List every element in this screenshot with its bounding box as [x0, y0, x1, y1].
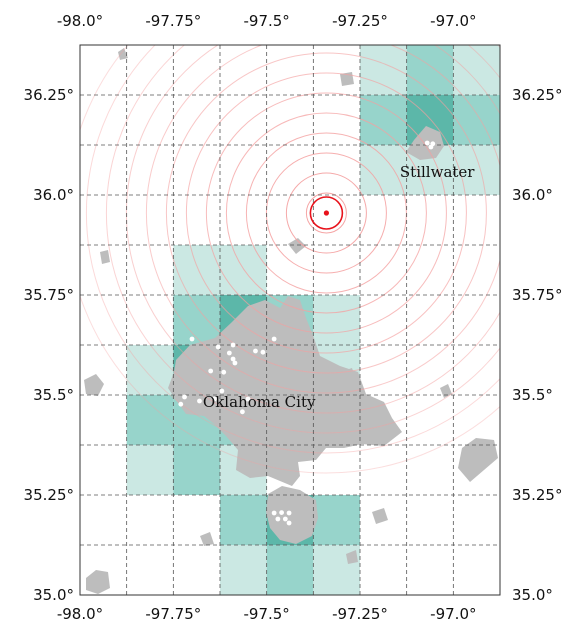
- right-tick-label: 36.25°: [512, 86, 562, 104]
- right-tick-label: 35.75°: [512, 286, 562, 304]
- station-marker: [253, 348, 258, 354]
- station-marker: [245, 396, 251, 402]
- top-tick-label: -97.75°: [145, 12, 201, 30]
- right-tick-label: 35.0°: [512, 586, 553, 604]
- station-marker: [286, 520, 292, 526]
- top-tick-label: -98.0°: [57, 12, 103, 30]
- grid-cell: [126, 395, 174, 445]
- station-marker: [215, 344, 221, 350]
- left-tick-label: 36.0°: [33, 186, 74, 204]
- distance-ring: [165, 52, 487, 374]
- station-marker: [182, 394, 187, 400]
- station-marker: [219, 388, 225, 394]
- station-marker: [279, 510, 284, 515]
- distance-ring: [105, 45, 500, 434]
- axis-ticks-layer: -98.0° -98.0° -97.75° -97.75° -97.5° -97.5° -9…: [24, 12, 563, 623]
- grid-cell: [453, 145, 500, 195]
- station-marker: [260, 349, 266, 355]
- top-tick-label: -97.25°: [332, 12, 388, 30]
- right-tick-label: 36.0°: [512, 186, 553, 204]
- bottom-tick-label: -97.0°: [430, 605, 476, 623]
- distance-ring: [205, 92, 447, 334]
- distance-ring: [80, 45, 500, 474]
- grid-cell: [453, 95, 500, 145]
- se2-urban-area: [346, 550, 358, 564]
- left-tick-label: 36.25°: [24, 86, 74, 104]
- ne-urban-area: [288, 238, 306, 254]
- norman-urban-area: [266, 486, 318, 544]
- east-urban-area: [458, 438, 498, 482]
- urban-areas-layer: [84, 48, 498, 594]
- top-tick-label: -97.0°: [430, 12, 476, 30]
- right-tick-label: 35.5°: [512, 386, 553, 404]
- s-urban-area: [200, 532, 214, 546]
- station-marker: [208, 368, 214, 374]
- grid-cell: [220, 495, 267, 545]
- grid-cell: [313, 495, 360, 545]
- grid-cell: [220, 545, 267, 595]
- station-marker: [230, 356, 236, 362]
- grid-cell: [360, 45, 407, 95]
- bottom-tick-label: -97.75°: [145, 605, 201, 623]
- grid-cell: [360, 95, 407, 145]
- station-marker: [275, 516, 281, 522]
- bottom-tick-label: -98.0°: [57, 605, 103, 623]
- grid-cell: [406, 45, 454, 95]
- w2-urban-area: [100, 250, 110, 264]
- se-urban-area: [372, 508, 388, 524]
- bottom-tick-label: -97.5°: [244, 605, 290, 623]
- distance-ring: [185, 72, 467, 354]
- station-marker: [230, 342, 236, 348]
- station-marker: [430, 141, 436, 147]
- station-marker: [178, 401, 184, 407]
- grid-cell: [126, 445, 174, 495]
- sw-urban-area: [86, 570, 110, 594]
- nw-urban-area: [118, 48, 128, 60]
- epicenter-circle: [309, 196, 344, 230]
- epicenter-layer: [309, 196, 344, 230]
- okc-urban-area: [168, 296, 402, 486]
- left-tick-label: 35.75°: [24, 286, 74, 304]
- distance-ring: [145, 45, 500, 394]
- station-marker: [197, 398, 202, 404]
- w-urban-area: [84, 374, 104, 396]
- city-label: Stillwater: [400, 163, 475, 181]
- distance-ring: [225, 112, 427, 314]
- station-marker: [271, 336, 277, 342]
- grid-cell: [173, 245, 220, 295]
- grid-cell: [266, 545, 314, 595]
- grid-cell: [453, 45, 500, 95]
- city-label: Oklahoma City: [203, 393, 316, 411]
- left-tick-label: 35.5°: [33, 386, 74, 404]
- station-marker: [226, 350, 232, 356]
- grid-cell: [313, 295, 360, 345]
- epicenter-dot: [323, 210, 329, 216]
- station-marker: [240, 409, 245, 415]
- e-urban-area: [440, 384, 452, 398]
- station-marker: [189, 336, 195, 342]
- gridlines-layer: [80, 45, 500, 595]
- stations-layer: [178, 140, 436, 526]
- station-marker: [286, 510, 292, 516]
- station-marker: [232, 360, 238, 366]
- grid-cell: [126, 345, 174, 395]
- distance-ring: [305, 192, 347, 234]
- grid-cell: [173, 445, 220, 495]
- top-tick-label: -97.5°: [244, 12, 290, 30]
- left-tick-label: 35.0°: [33, 586, 74, 604]
- station-marker: [424, 140, 430, 146]
- station-marker: [282, 516, 288, 522]
- station-marker: [271, 510, 277, 516]
- distance-ring: [285, 172, 367, 254]
- distance-ring: [85, 45, 500, 454]
- map-frame: [79, 44, 501, 596]
- station-marker: [221, 369, 227, 375]
- bottom-tick-label: -97.25°: [332, 605, 388, 623]
- right-tick-label: 35.25°: [512, 486, 562, 504]
- left-tick-label: 35.25°: [24, 486, 74, 504]
- city-labels-layer: Stillwater Oklahoma City: [203, 163, 475, 411]
- station-marker: [212, 396, 217, 402]
